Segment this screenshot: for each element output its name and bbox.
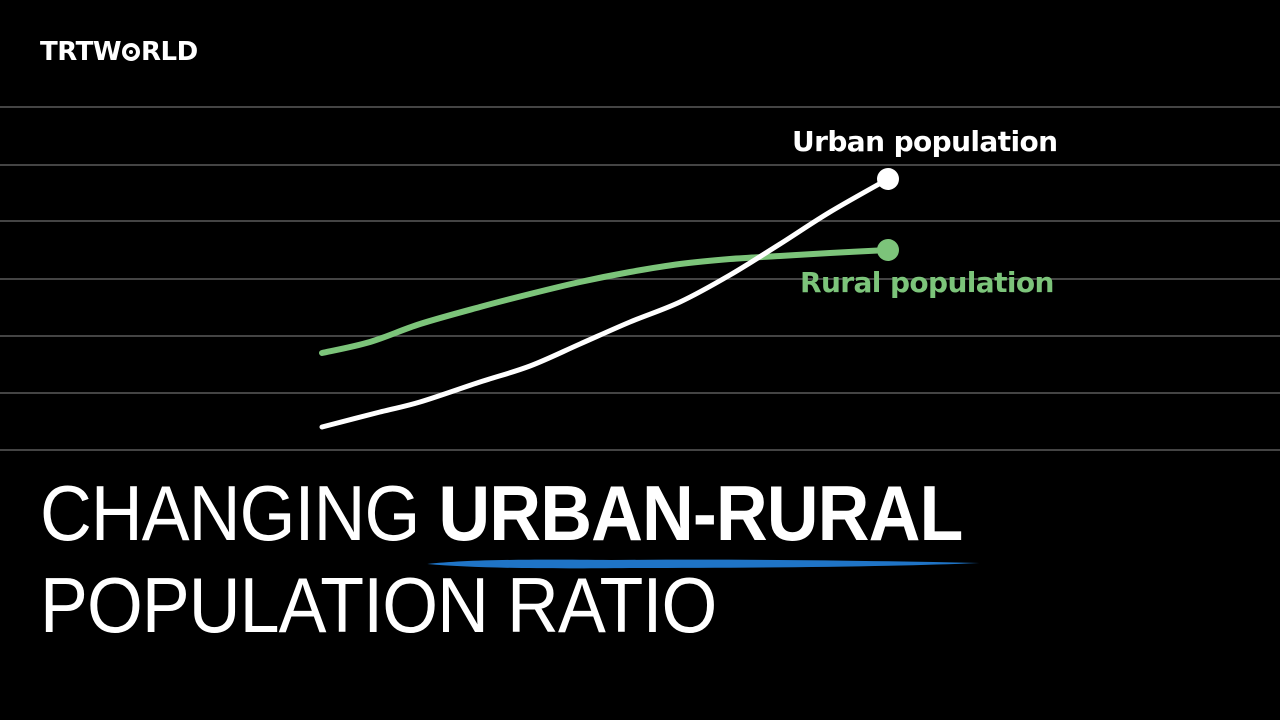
logo-text-suffix: RLD [141, 37, 198, 67]
urban-population-line [319, 176, 891, 430]
headline-urban-rural: URBAN-RURAL [427, 469, 980, 569]
headline-title: CHANGING URBAN-RURAL POPULATION RATIO [40, 469, 980, 649]
rural-population-line [319, 247, 891, 356]
brush-underline-icon [427, 559, 980, 569]
logo-o-ring-icon [122, 43, 141, 61]
headline-changing: CHANGING [40, 469, 439, 557]
rural-population-label: Rural population [800, 266, 1054, 299]
headline-line-1: CHANGING URBAN-RURAL [40, 469, 980, 569]
trt-world-logo: TRTW RLD [40, 36, 198, 68]
headline-line-2: POPULATION RATIO [40, 561, 717, 649]
urban-population-label: Urban population [792, 125, 1058, 158]
rural-endpoint-marker [877, 239, 899, 261]
urban-endpoint-marker [877, 168, 899, 190]
gridlines [0, 106, 1280, 451]
logo-text-prefix: TRTW [40, 37, 122, 67]
headline-emphasis-text: URBAN-RURAL [438, 469, 963, 557]
